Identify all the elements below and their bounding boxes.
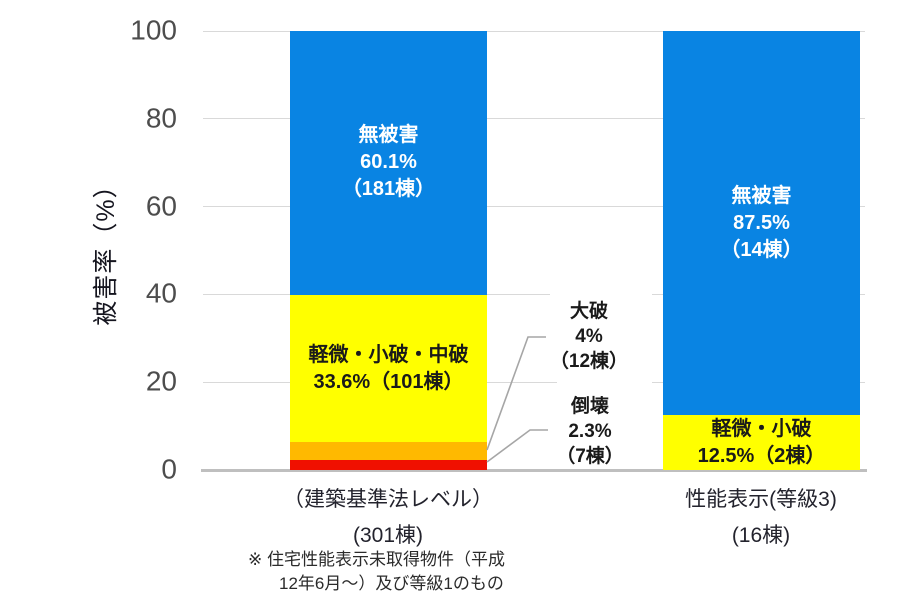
callout-label: 倒壊 (570, 396, 609, 417)
gridline (203, 206, 865, 208)
y-tick-label: 80 (145, 102, 177, 134)
segment-minor-damage: 軽微・小破・中破 33.6%（101棟） (290, 294, 487, 443)
gridline (203, 118, 865, 120)
segment-label: 軽微・小破・中破 (308, 343, 469, 366)
x-axis-line (201, 469, 867, 472)
segment-collapse (290, 459, 487, 470)
segment-no-damage: 無被害 87.5% （14棟） (663, 31, 860, 416)
segment-major-damage (290, 442, 487, 460)
footnote-line: ※ 住宅性能表示未取得物件（平成 (248, 550, 505, 569)
y-tick-label: 60 (145, 190, 177, 222)
y-tick-label: 20 (145, 365, 177, 397)
segment-label: 33.6%（101棟） (313, 370, 464, 393)
callout-value: 4% (575, 326, 603, 347)
segment-minor-damage: 軽微・小破 12.5%（2棟） (663, 415, 860, 470)
bar-performance-grade3: 軽微・小破 12.5%（2棟） 無被害 87.5% （14棟） (663, 31, 860, 470)
x-label-building-code-level: （建築基準法レベル） (301棟) (258, 482, 518, 554)
callout-value: 2.3% (568, 421, 612, 442)
callout-count: （12棟） (549, 351, 629, 372)
callout-label: 大破 (569, 301, 608, 322)
y-tick-label: 40 (145, 277, 177, 309)
x-label-line: 性能表示(等級3) (685, 488, 837, 511)
callout-background (557, 378, 652, 466)
x-label-line: (301棟) (352, 524, 424, 547)
segment-label: （181棟） (341, 178, 436, 201)
bar-building-code-level: 軽微・小破・中破 33.6%（101棟） 無被害 60.1% （181棟） (290, 31, 487, 470)
callout-collapse: 倒壊 2.3% （7棟） (525, 394, 655, 469)
y-tick-label: 100 (130, 14, 177, 46)
callout-count: （7棟） (556, 446, 624, 467)
x-label-performance-grade3: 性能表示(等級3) (16棟) (631, 482, 891, 554)
segment-label: 60.1% (360, 151, 417, 174)
footnote: ※ 住宅性能表示未取得物件（平成 12年6月～）及び等級1のもの (248, 548, 505, 596)
y-tick-label: 0 (161, 453, 177, 485)
segment-label: 無被害 (731, 184, 792, 207)
y-axis-title: 被害率（%） (92, 172, 120, 326)
segment-label: 軽微・小破 (711, 417, 812, 440)
callout-background (550, 292, 652, 378)
segment-label: 12.5%（2棟） (697, 444, 826, 467)
segment-label: （14棟） (720, 238, 803, 261)
x-label-line: (16棟) (731, 524, 791, 547)
gridline (203, 30, 865, 32)
x-label-line: （建築基準法レベル） (283, 488, 493, 511)
footnote-line: 12年6月～）及び等級1のもの (279, 574, 504, 593)
gridline (203, 293, 865, 295)
callout-major-damage: 大破 4% （12棟） (524, 299, 654, 374)
segment-label: 無被害 (358, 124, 419, 147)
segment-no-damage: 無被害 60.1% （181棟） (290, 31, 487, 295)
segment-label: 87.5% (733, 211, 790, 234)
